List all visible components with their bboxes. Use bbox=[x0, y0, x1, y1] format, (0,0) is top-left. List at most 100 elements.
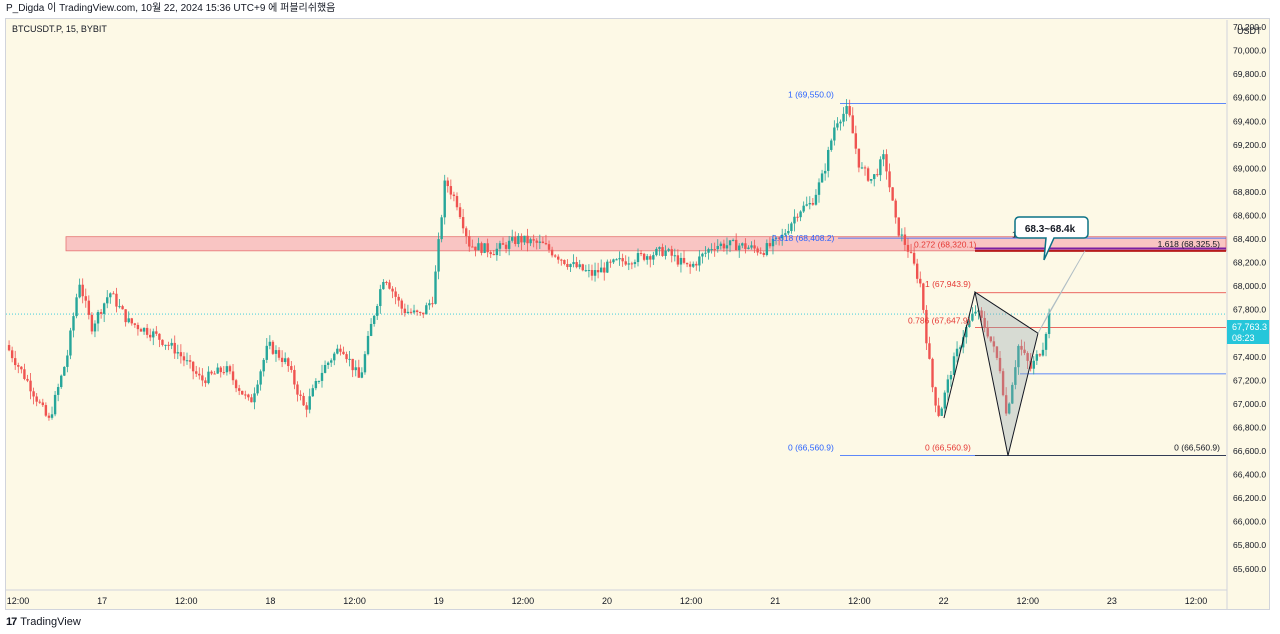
candle-body bbox=[29, 380, 32, 392]
candle-body bbox=[747, 247, 750, 249]
candle-body bbox=[900, 234, 904, 236]
candle-body bbox=[204, 380, 207, 384]
candle-body bbox=[974, 311, 977, 314]
candle-body bbox=[474, 246, 477, 251]
candle-body bbox=[811, 203, 815, 205]
candle-body bbox=[14, 358, 17, 366]
candle-body bbox=[127, 318, 130, 323]
candle-body bbox=[136, 324, 140, 330]
candle-body bbox=[231, 371, 235, 381]
candle-body bbox=[1038, 354, 1042, 356]
candle-body bbox=[550, 249, 554, 256]
candle-body bbox=[915, 263, 919, 279]
candle-body bbox=[845, 106, 848, 114]
y-tick-label: 68,400.0 bbox=[1233, 234, 1266, 244]
candle-body bbox=[253, 393, 256, 403]
candle-body bbox=[124, 309, 127, 323]
y-tick-label: 66,600.0 bbox=[1233, 446, 1266, 456]
candle-body bbox=[302, 395, 305, 406]
x-tick-label: 12:00 bbox=[343, 596, 366, 606]
candle-body bbox=[946, 379, 950, 393]
candle-body bbox=[201, 375, 204, 381]
candle-body bbox=[32, 391, 35, 397]
candle-body bbox=[517, 235, 520, 244]
candle-body bbox=[234, 380, 238, 389]
pattern-triangle-1 bbox=[974, 290, 1039, 456]
y-tick-label: 66,000.0 bbox=[1233, 517, 1266, 527]
symbol-label: BTCUSDT.P, 15, BYBIT bbox=[12, 24, 107, 34]
candle-body bbox=[277, 350, 281, 358]
candle-body bbox=[198, 373, 201, 376]
y-tick-label: 67,800.0 bbox=[1233, 305, 1266, 315]
candle-body bbox=[817, 182, 821, 195]
candle-body bbox=[762, 252, 765, 255]
candle-body bbox=[952, 356, 956, 376]
candle-body bbox=[256, 384, 259, 394]
candle-body bbox=[323, 364, 327, 373]
candle-body bbox=[188, 360, 192, 362]
candle-body bbox=[60, 375, 63, 388]
candle-body bbox=[995, 346, 999, 358]
candle-body bbox=[879, 159, 882, 176]
candle-body bbox=[734, 239, 738, 251]
candle-body bbox=[366, 335, 370, 355]
candle-body bbox=[968, 320, 971, 327]
candle-body bbox=[771, 238, 775, 247]
candle-body bbox=[333, 353, 336, 361]
candle-body bbox=[971, 313, 974, 321]
candle-body bbox=[922, 283, 925, 310]
candle-body bbox=[873, 174, 876, 180]
candle-body bbox=[176, 352, 180, 354]
candle-body bbox=[385, 281, 388, 283]
tradingview-brand: TradingView bbox=[20, 616, 81, 628]
fib-label-red-ext: 0.272 (68,320.1) bbox=[914, 239, 977, 249]
candle-body bbox=[882, 154, 885, 160]
candle-body bbox=[382, 281, 385, 290]
candle-body bbox=[207, 371, 210, 384]
candle-body bbox=[112, 293, 115, 295]
candle-body bbox=[148, 334, 152, 338]
candle-body bbox=[655, 248, 658, 256]
resistance-zone[interactable] bbox=[65, 236, 1227, 252]
candles bbox=[7, 99, 1051, 421]
candle-body bbox=[145, 327, 149, 335]
candle-body bbox=[980, 310, 983, 318]
candle-body bbox=[118, 306, 121, 308]
candle-body bbox=[507, 240, 511, 249]
candle-body bbox=[854, 133, 858, 149]
y-tick-label: 69,600.0 bbox=[1233, 93, 1266, 103]
candle-body bbox=[894, 200, 897, 218]
candle-body bbox=[458, 207, 462, 218]
candle-body bbox=[738, 245, 741, 251]
candle-body bbox=[1001, 371, 1005, 396]
candle-body bbox=[406, 311, 410, 314]
candle-body bbox=[949, 375, 953, 380]
candle-body bbox=[560, 259, 563, 261]
candle-body bbox=[376, 306, 379, 316]
candle-body bbox=[606, 261, 609, 273]
candle-body bbox=[271, 341, 275, 354]
candle-body bbox=[314, 381, 318, 389]
candle-body bbox=[244, 394, 247, 396]
x-tick-label: 12:00 bbox=[7, 596, 30, 606]
candle-body bbox=[394, 291, 397, 297]
candle-body bbox=[526, 235, 529, 244]
candle-body bbox=[75, 297, 78, 317]
candle-body bbox=[96, 312, 100, 324]
candle-body bbox=[283, 358, 287, 362]
candle-body bbox=[652, 255, 655, 260]
candle-body bbox=[514, 237, 517, 244]
candle-body bbox=[35, 396, 38, 402]
candle-body bbox=[692, 263, 695, 267]
candle-body bbox=[842, 113, 845, 122]
y-tick-label: 68,600.0 bbox=[1233, 210, 1266, 220]
callout[interactable]: 68.3~68.4k bbox=[1014, 216, 1089, 261]
candle-body bbox=[553, 255, 557, 257]
candle-body bbox=[808, 203, 812, 205]
candle-body bbox=[943, 392, 946, 409]
candle-body bbox=[219, 367, 222, 373]
candle-body bbox=[633, 262, 637, 265]
candle-body bbox=[790, 223, 793, 232]
candle-body bbox=[483, 243, 486, 253]
